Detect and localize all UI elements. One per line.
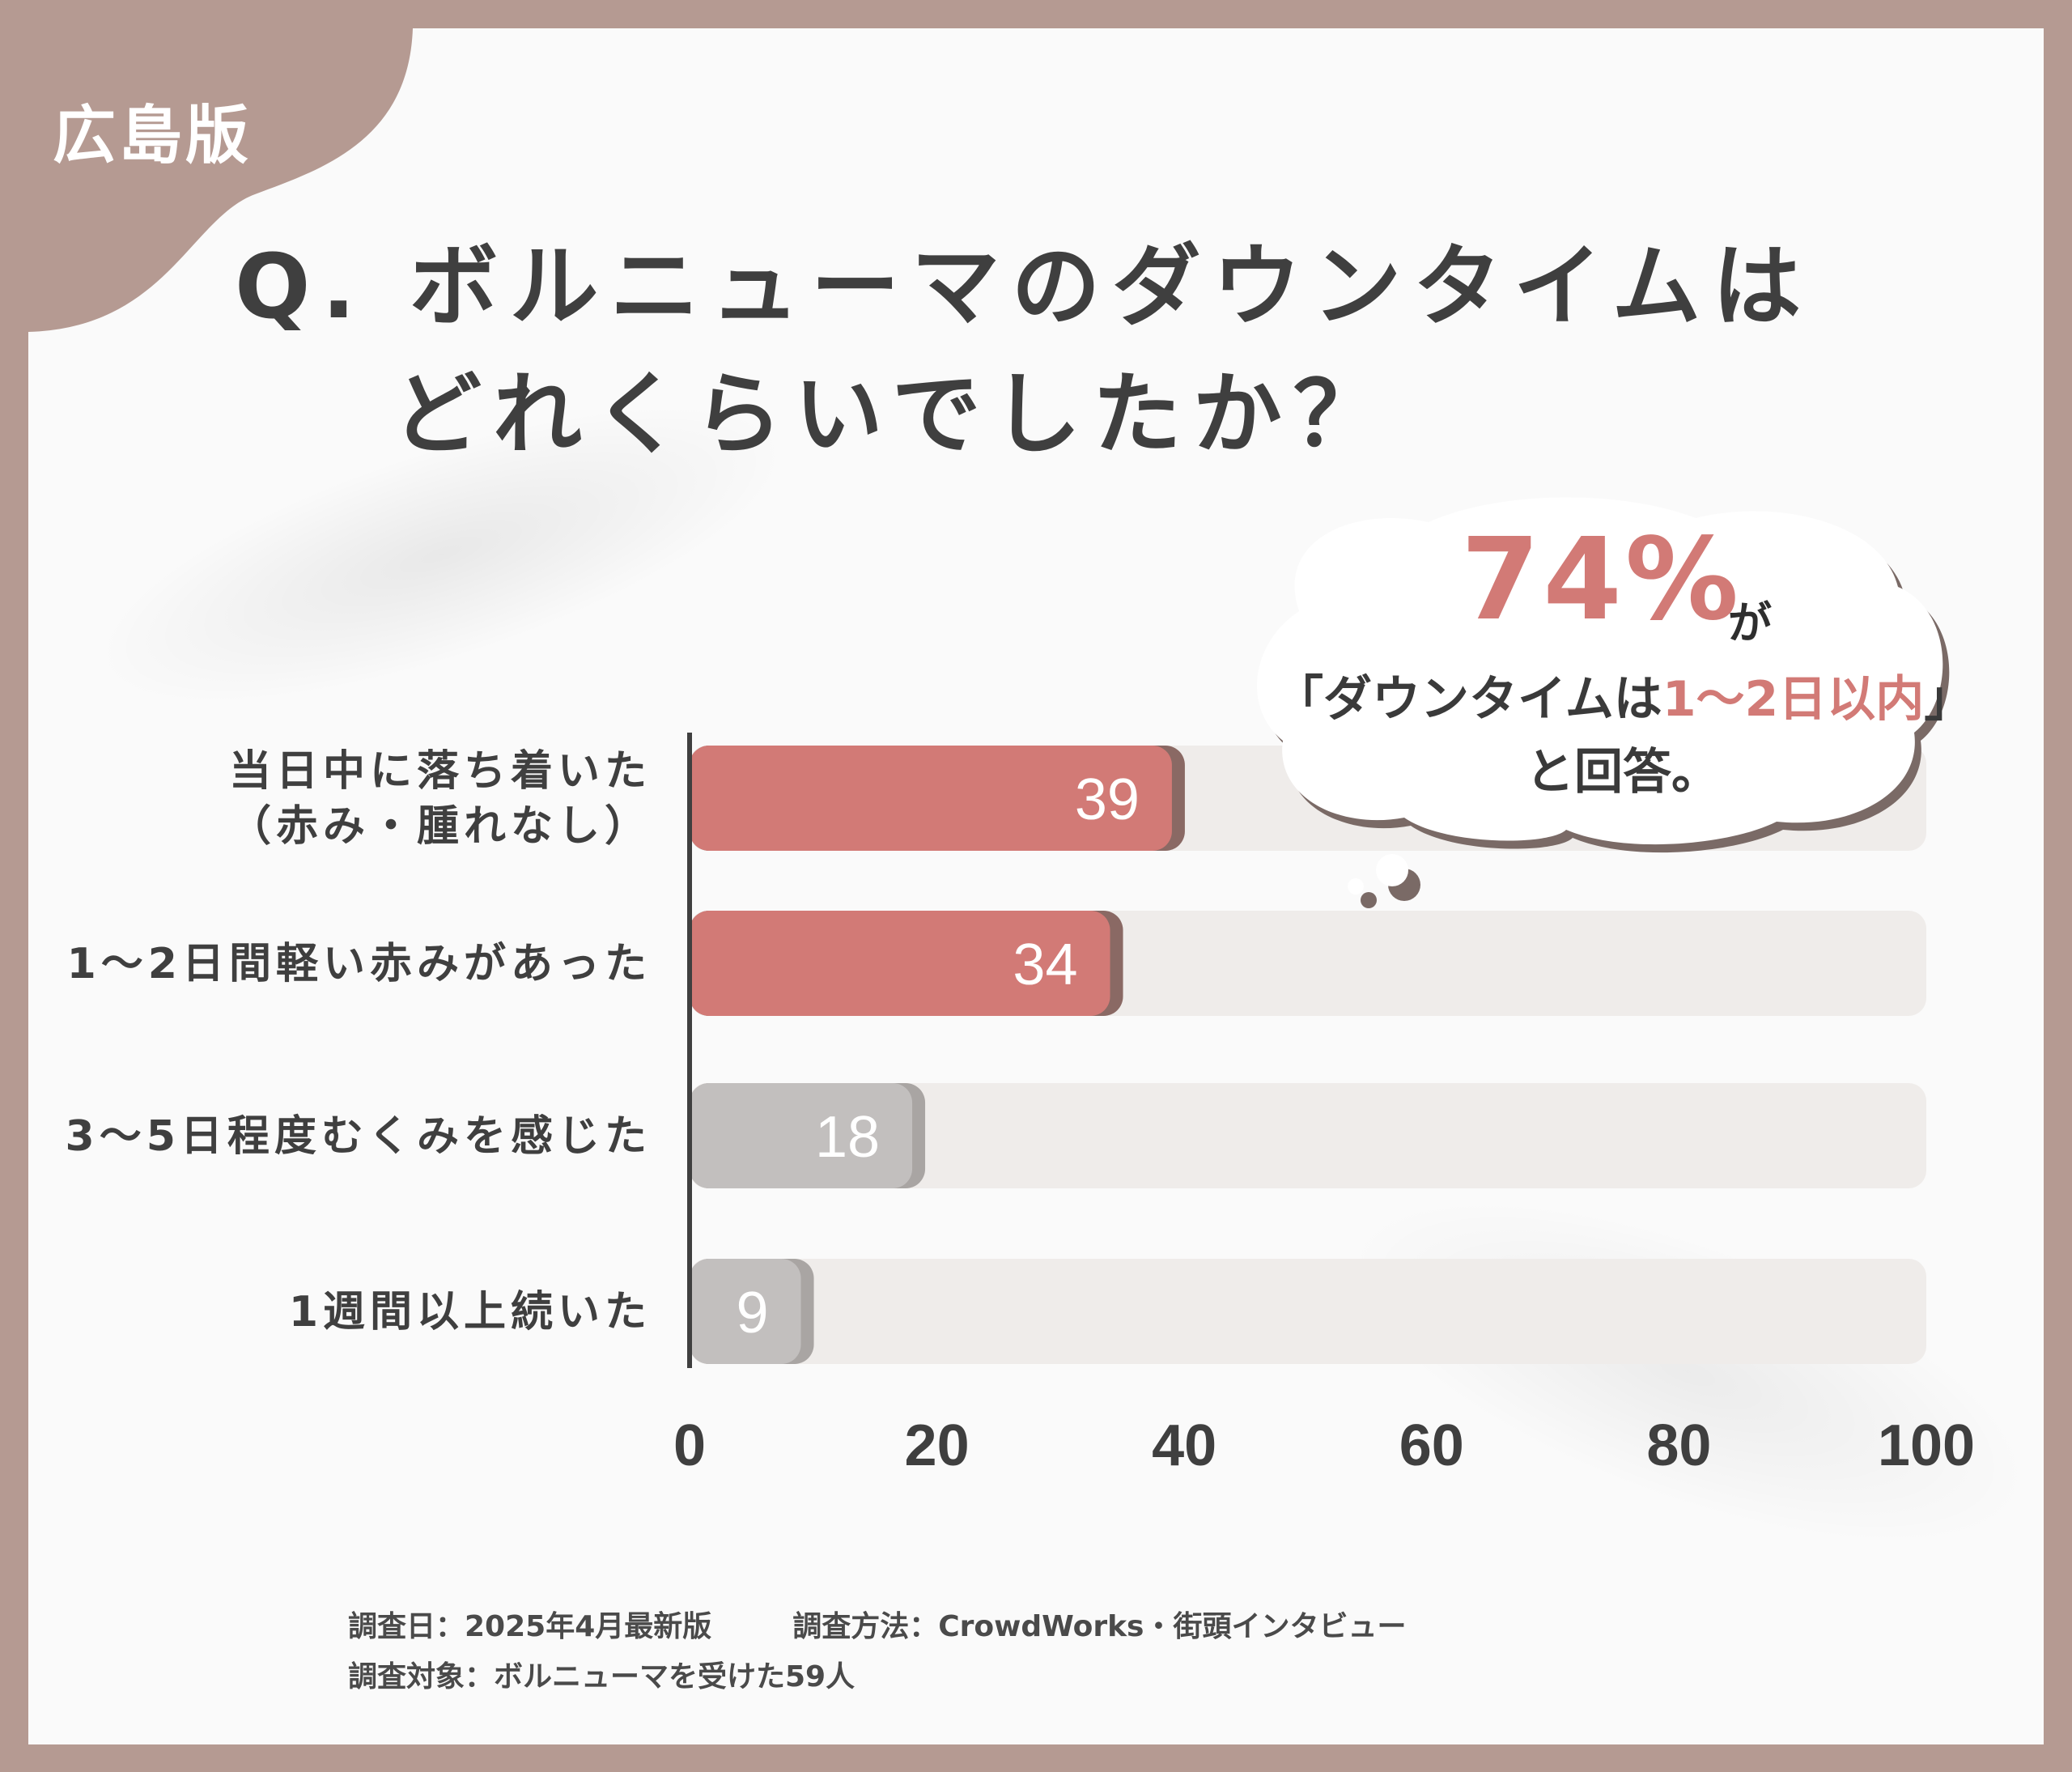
bar-value-label: 39: [1075, 767, 1140, 832]
footer-row-2: 調査対象：ボルニューマを受けた59人: [348, 1653, 855, 1695]
x-tick-label: 20: [905, 1413, 970, 1478]
speech-bubble: [1256, 497, 1950, 908]
survey-method: 調査方法：CrowdWorks・街頭インタビュー: [792, 1610, 1407, 1643]
survey-date: 調査日：2025年4月最新版: [348, 1610, 712, 1643]
category-label: （赤み・腫れなし）: [229, 802, 652, 851]
question-title: Q. ボルニューマのダウンタイムは どれくらいでしたか？: [235, 223, 1812, 478]
bar: [690, 1259, 801, 1364]
category-label: 1週間以上続いた: [289, 1288, 652, 1336]
x-tick-label: 80: [1646, 1413, 1711, 1478]
callout-highlight: 1〜2日以内: [1662, 671, 1925, 728]
bar-value-label: 34: [1013, 933, 1077, 997]
callout-line-3: と回答。: [1526, 744, 1720, 801]
corner-tab: [28, 28, 413, 332]
callout-percent: 74%: [1461, 514, 1743, 646]
callout-suffix: が: [1728, 597, 1772, 648]
question-line-1: Q. ボルニューマのダウンタイムは: [235, 235, 1813, 338]
x-tick-label: 40: [1152, 1413, 1216, 1478]
bar: [690, 1083, 913, 1188]
category-label: 1〜2日間軽い赤みがあった: [67, 940, 652, 988]
callout-line-2-post: 」: [1924, 671, 1973, 728]
bar-value-label: 9: [736, 1281, 768, 1345]
category-label: 当日中に落ち着いた: [229, 747, 652, 796]
x-tick-label: 0: [673, 1413, 706, 1478]
bar: [690, 746, 1172, 851]
bar-value-label: 18: [815, 1105, 880, 1170]
survey-target: 調査対象：ボルニューマを受けた59人: [348, 1660, 856, 1693]
bar-track: [690, 1083, 1926, 1188]
bar-track: [690, 1259, 1926, 1364]
x-tick-label: 60: [1399, 1413, 1464, 1478]
question-line-2: どれくらいでしたか？: [393, 363, 1394, 466]
card: 広島版 Q. ボルニューマのダウンタイムは どれくらいでしたか？ 39 34 18 9…: [28, 28, 2044, 1744]
footer-row-1: 調査日：2025年4月最新版 調査方法：CrowdWorks・街頭インタビュー: [348, 1603, 1406, 1645]
callout-line-2: 「ダウンタイムは1〜2日以内」: [1275, 660, 1973, 730]
callout-line-2-pre: 「ダウンタイムは: [1275, 671, 1662, 728]
category-label: 3〜5日程度むくみを感じた: [66, 1112, 652, 1161]
region-label: 広島版: [53, 100, 253, 172]
x-tick-label: 100: [1878, 1413, 1975, 1478]
bar: [690, 911, 1110, 1016]
